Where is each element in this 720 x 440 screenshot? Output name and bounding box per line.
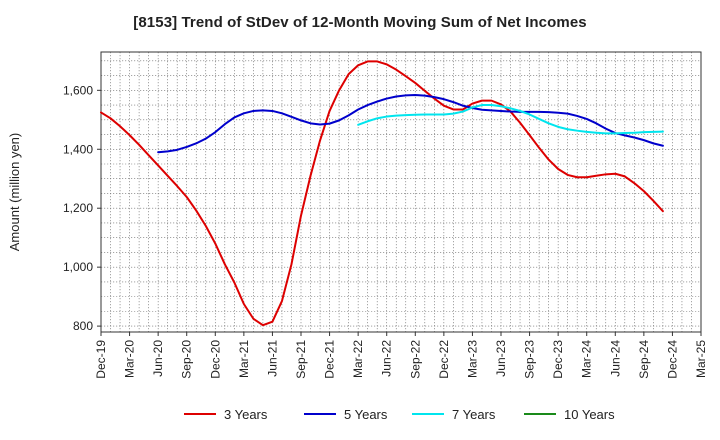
x-tick-label: Jun-21: [265, 340, 279, 377]
series-line-5-years: [157, 94, 664, 154]
legend-label: 10 Years: [564, 407, 615, 422]
series-lines: [100, 60, 664, 327]
x-tick-label: Mar-22: [351, 340, 365, 378]
legend-label: 7 Years: [452, 407, 496, 422]
x-tick-label: Sep-21: [294, 340, 308, 379]
x-tick-label: Dec-19: [94, 340, 108, 379]
x-tick-label: Mar-20: [123, 340, 137, 378]
y-axis-title: Amount (million yen): [7, 133, 22, 252]
legend-label: 3 Years: [224, 407, 268, 422]
y-tick-label: 1,000: [63, 260, 93, 274]
y-tick-label: 1,600: [63, 83, 93, 97]
plot-frame: [100, 51, 702, 333]
x-tick-label: Sep-20: [180, 340, 194, 379]
legend-label: 5 Years: [344, 407, 388, 422]
x-tick-label: Mar-24: [580, 340, 594, 378]
series-line-3-years: [100, 60, 664, 327]
x-tick-label: Sep-24: [637, 340, 651, 379]
x-tick-label: Dec-23: [551, 340, 565, 379]
axes: 800 1,000 1,200 1,400 1,600 Dec-19 Mar-20 Jun-2…: [7, 51, 708, 379]
series-line-7-years: [357, 104, 664, 135]
x-tick-label: Dec-20: [208, 340, 222, 379]
chart-title: [8153] Trend of StDev of 12-Month Moving…: [133, 14, 587, 31]
x-tick-label: Jun-23: [494, 340, 508, 377]
x-tick-label: Jun-24: [608, 340, 622, 377]
x-tick-label: Jun-20: [151, 340, 165, 377]
y-tick-label: 1,400: [63, 142, 93, 156]
grid: [100, 52, 702, 332]
y-tick-label: 1,200: [63, 201, 93, 215]
x-tick-label: Sep-23: [523, 340, 537, 379]
x-tick-label: Dec-22: [437, 340, 451, 379]
legend: 3 Years 5 Years 7 Years 10 Years: [184, 407, 615, 422]
x-tick-label: Sep-22: [408, 340, 422, 379]
x-tick-label: Dec-24: [665, 340, 679, 379]
x-tick-label: Dec-21: [323, 340, 337, 379]
x-tick-label: Mar-23: [465, 340, 479, 378]
x-tick-label: Jun-22: [380, 340, 394, 377]
y-tick-label: 800: [73, 319, 93, 333]
plot-area: [101, 52, 701, 332]
x-tick-label: Mar-21: [237, 340, 251, 378]
x-tick-label: Mar-25: [694, 340, 708, 378]
